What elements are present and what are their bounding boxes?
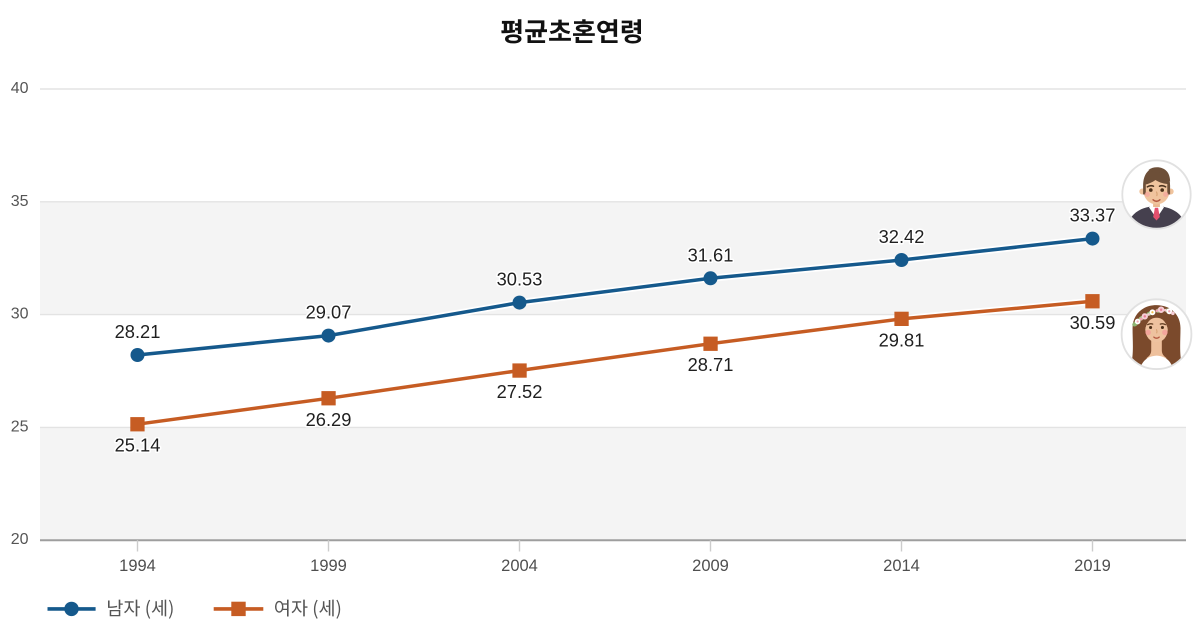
svg-text:28.71: 28.71: [688, 354, 734, 375]
svg-text:35: 35: [11, 193, 29, 210]
svg-text:29.81: 29.81: [879, 329, 925, 350]
svg-text:25.14: 25.14: [115, 435, 161, 456]
svg-text:2004: 2004: [501, 557, 538, 575]
svg-text:29.07: 29.07: [306, 302, 352, 323]
svg-text:31.61: 31.61: [688, 244, 734, 265]
svg-text:1999: 1999: [310, 557, 347, 575]
svg-text:30.53: 30.53: [497, 269, 543, 290]
svg-text:33.37: 33.37: [1070, 205, 1116, 226]
svg-text:26.29: 26.29: [306, 409, 352, 430]
svg-text:2014: 2014: [883, 557, 920, 575]
svg-text:27.52: 27.52: [497, 381, 543, 402]
svg-text:2019: 2019: [1074, 557, 1111, 575]
svg-text:30: 30: [11, 306, 29, 323]
svg-text:2009: 2009: [692, 557, 729, 575]
svg-text:1994: 1994: [119, 557, 156, 575]
svg-text:40: 40: [11, 80, 29, 97]
svg-text:30.59: 30.59: [1070, 312, 1116, 333]
svg-text:32.42: 32.42: [879, 226, 925, 247]
svg-text:25: 25: [11, 418, 29, 435]
svg-text:20: 20: [11, 531, 29, 548]
svg-text:28.21: 28.21: [115, 321, 161, 342]
